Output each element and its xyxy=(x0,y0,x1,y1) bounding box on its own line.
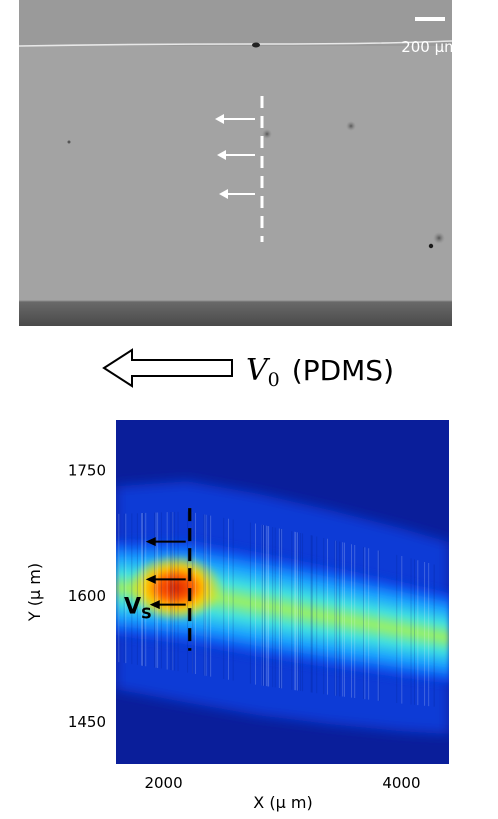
y-tick-label: 1600 xyxy=(68,587,106,605)
wall-velocity-indicator: V0 (PDMS) xyxy=(100,344,460,392)
y-tick-label: 1450 xyxy=(68,713,106,731)
y-axis-ticks: 1450 1600 1750 xyxy=(68,461,106,731)
particle xyxy=(346,121,356,131)
scale-bar-label: 200 μm xyxy=(401,38,452,56)
channel-top-wall xyxy=(19,0,452,46)
velocity-heatmap-chart: VS 2000 4000 1450 1600 1750 X (μ m) Y (μ m) xyxy=(0,410,498,819)
particle xyxy=(68,141,71,144)
micrograph-background xyxy=(19,0,452,326)
micrograph-panel: 200 μm xyxy=(19,0,452,326)
y-axis-label: Y (μ m) xyxy=(25,563,44,622)
channel-bottom-wall xyxy=(19,301,452,326)
x-tick-label: 4000 xyxy=(382,774,420,792)
x-axis-label: X (μ m) xyxy=(253,793,312,812)
x-axis-ticks: 2000 4000 xyxy=(144,774,420,792)
velocity-material: (PDMS) xyxy=(292,354,394,387)
particle xyxy=(433,232,445,244)
vs-symbol: V xyxy=(124,595,141,620)
vs-subscript: S xyxy=(141,605,152,623)
scale-bar xyxy=(415,17,445,21)
particle-dark xyxy=(252,43,260,48)
x-tick-label: 2000 xyxy=(144,774,182,792)
particle-dark xyxy=(429,244,433,248)
velocity-label: V0 (PDMS) xyxy=(246,353,394,391)
velocity-subscript: 0 xyxy=(268,369,280,391)
hollow-left-arrow-icon xyxy=(104,350,232,386)
y-tick-label: 1750 xyxy=(68,461,106,479)
band-slice xyxy=(446,588,449,688)
